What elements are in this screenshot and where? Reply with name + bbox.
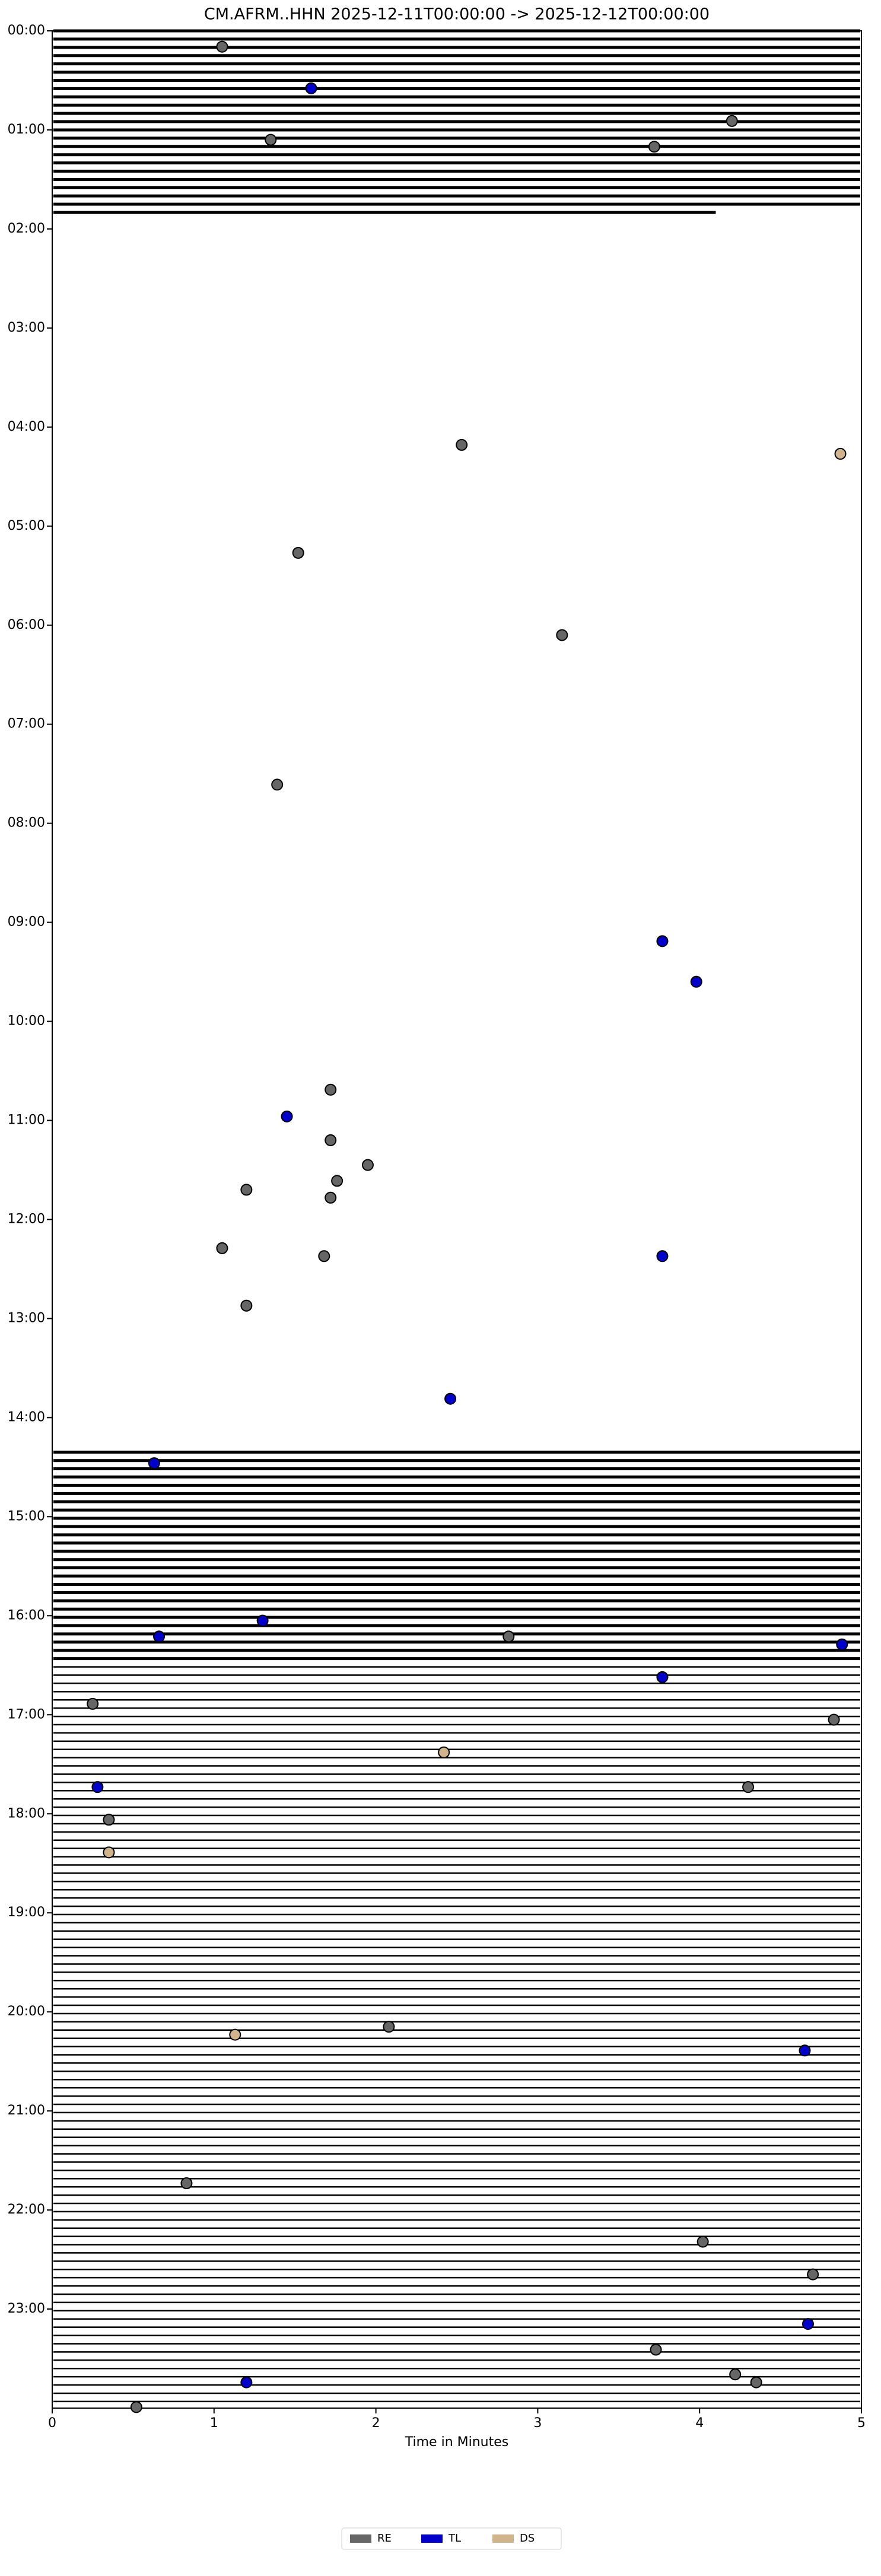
event-marker	[438, 1746, 450, 1758]
event-marker	[656, 935, 669, 947]
event-marker	[240, 1184, 253, 1196]
y-tick-label: 15:00	[8, 1509, 45, 1524]
event-marker	[656, 1671, 669, 1683]
y-tick-label: 05:00	[8, 519, 45, 533]
y-tick-label: 09:00	[8, 915, 45, 930]
event-marker	[726, 115, 738, 127]
event-marker	[650, 2343, 662, 2356]
event-marker	[240, 2376, 253, 2389]
event-marker	[265, 133, 277, 146]
event-marker	[656, 1250, 669, 1262]
y-tick-label: 13:00	[8, 1311, 45, 1325]
event-marker	[750, 2376, 762, 2389]
event-marker	[802, 2318, 814, 2330]
event-marker	[318, 1250, 330, 1262]
event-marker	[240, 1299, 253, 1312]
y-tick-label: 02:00	[8, 221, 45, 236]
x-axis-label: Time in Minutes	[405, 2435, 509, 2450]
y-tick-label: 16:00	[8, 1608, 45, 1623]
event-marker	[834, 447, 847, 460]
y-tick-label: 11:00	[8, 1113, 45, 1128]
event-marker	[103, 1846, 115, 1859]
x-tick-label: 3	[533, 2416, 542, 2431]
y-tick-label: 06:00	[8, 618, 45, 632]
x-tick-label: 2	[372, 2416, 380, 2431]
y-tick-label: 20:00	[8, 2004, 45, 2019]
event-marker	[690, 975, 702, 988]
y-tick-label: 00:00	[8, 23, 45, 38]
event-marker	[216, 1242, 228, 1254]
x-tick-label: 4	[695, 2416, 704, 2431]
event-marker	[456, 438, 468, 451]
event-marker	[148, 1457, 160, 1470]
event-marker	[742, 1781, 755, 1793]
event-marker	[648, 141, 660, 153]
y-tick-label: 04:00	[8, 419, 45, 434]
event-marker	[729, 2368, 742, 2381]
event-marker	[292, 546, 304, 559]
event-marker	[696, 2235, 709, 2248]
event-marker	[836, 1638, 848, 1650]
x-tick-label: 1	[210, 2416, 218, 2431]
legend-swatch	[421, 2534, 443, 2543]
event-marker	[828, 1713, 840, 1726]
event-marker	[807, 2268, 819, 2281]
legend-swatch	[350, 2534, 371, 2543]
event-marker	[153, 1630, 166, 1643]
event-marker	[383, 2021, 395, 2033]
traces	[53, 29, 860, 2403]
legend-swatch	[492, 2534, 514, 2543]
y-tick-label: 07:00	[8, 717, 45, 732]
y-tick-label: 14:00	[8, 1410, 45, 1424]
event-marker	[91, 1781, 104, 1793]
chart-title: CM.AFRM..HHN 2025-12-11T00:00:00 -> 2025…	[204, 5, 710, 24]
event-marker	[216, 40, 228, 53]
event-marker	[325, 1134, 337, 1146]
event-marker	[325, 1191, 337, 1204]
event-marker	[799, 2044, 811, 2057]
event-marker	[361, 1159, 374, 1171]
y-tick-label: 10:00	[8, 1014, 45, 1029]
x-tick-label: 0	[48, 2416, 56, 2431]
y-tick-label: 08:00	[8, 816, 45, 831]
event-marker	[229, 2028, 241, 2041]
event-marker	[103, 1814, 115, 1826]
legend-label: RE	[377, 2532, 392, 2545]
event-marker	[256, 1614, 269, 1627]
y-tick-label: 12:00	[8, 1212, 45, 1227]
x-tick-label: 5	[857, 2416, 866, 2431]
plot-frame	[52, 30, 862, 2409]
event-marker	[305, 82, 317, 94]
event-marker	[130, 2401, 142, 2413]
event-marker	[502, 1630, 515, 1643]
y-tick-label: 23:00	[8, 2301, 45, 2316]
y-tick-label: 22:00	[8, 2202, 45, 2217]
y-tick-label: 01:00	[8, 122, 45, 137]
event-marker	[331, 1175, 344, 1187]
y-tick-label: 21:00	[8, 2103, 45, 2118]
legend-label: DS	[520, 2532, 535, 2545]
event-marker	[271, 778, 284, 791]
legend-box	[341, 2527, 562, 2550]
event-marker	[180, 2177, 193, 2190]
y-tick-label: 03:00	[8, 320, 45, 335]
event-marker	[281, 1110, 293, 1122]
y-tick-label: 17:00	[8, 1707, 45, 1722]
y-tick-label: 19:00	[8, 1905, 45, 1920]
legend-label: TL	[448, 2532, 461, 2545]
event-marker	[87, 1697, 99, 1710]
event-marker	[444, 1392, 457, 1405]
event-marker	[325, 1083, 337, 1096]
event-marker	[556, 629, 568, 641]
y-tick-label: 18:00	[8, 1806, 45, 1821]
